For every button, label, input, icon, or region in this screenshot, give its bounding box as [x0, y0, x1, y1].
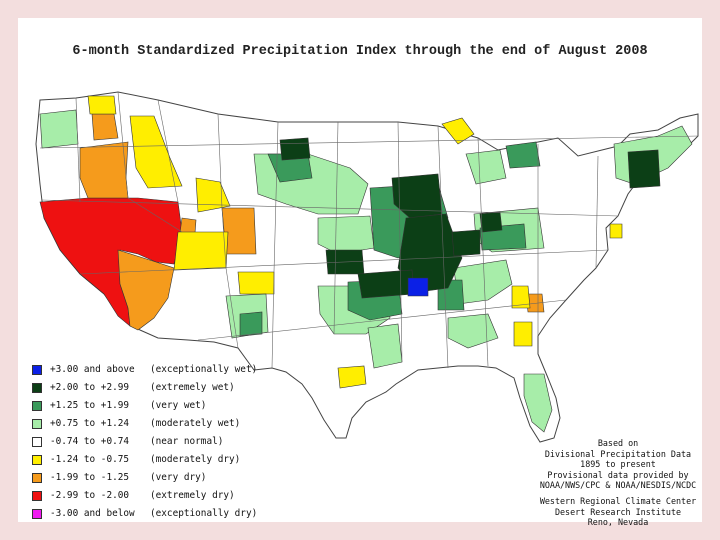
region-michigan-moderately-dry — [441, 117, 475, 145]
legend-range: -0.74 to +0.74 — [50, 436, 130, 447]
legend-range: +2.00 to +2.99 — [50, 382, 130, 393]
credits-line: Desert Research Institute — [554, 506, 682, 517]
legend-swatch — [32, 419, 42, 429]
legend-range: -3.00 and below — [50, 508, 135, 519]
legend-range: +3.00 and above — [50, 364, 135, 375]
legend-label: (extremely dry) — [150, 490, 235, 501]
credits-line: NOAA/NWS/CPC & NOAA/NESDIS/NCDC — [539, 480, 697, 491]
legend-label: (near normal) — [150, 436, 224, 447]
region-vermont-extremely-wet — [627, 149, 661, 189]
region-florida-moderately-dry — [513, 321, 533, 347]
legend-swatch — [32, 473, 42, 483]
region-texas-moderately-dry — [337, 365, 367, 389]
region-montana-moderately-dry — [195, 177, 231, 213]
region-florida-moderately-wet — [523, 373, 553, 433]
region-ohio-extremely-wet — [479, 211, 503, 233]
credits-line: Based on — [597, 438, 639, 448]
credits-line: 1895 to present — [580, 459, 656, 470]
region-oregon-very-dry — [79, 141, 129, 199]
legend-swatch — [32, 455, 42, 465]
legend-swatch — [32, 383, 42, 393]
legend-swatch — [32, 491, 42, 501]
legend-range: +1.25 to +1.99 — [50, 400, 130, 411]
region-arizona-moderately-dry — [237, 271, 275, 295]
region-alabama-moderately-dry — [511, 285, 531, 309]
map-title: 6-month Standardized Precipitation Index… — [72, 44, 648, 59]
credits-line: Western Regional Climate Center — [539, 495, 697, 506]
region-east-texas-moderately-wet — [367, 323, 403, 369]
region-pennsylvania-very-wet — [505, 141, 541, 169]
region-gulf-coast-moderately-wet — [447, 313, 499, 349]
region-virginia-moderately-dry — [609, 223, 623, 239]
legend-label: (very wet) — [150, 400, 207, 411]
legend-label: (extremely wet) — [150, 382, 235, 393]
figure-frame: 6-month Standardized Precipitation Index… — [18, 18, 702, 527]
legend-swatch — [32, 509, 42, 519]
region-central-plains-moderately-wet — [317, 215, 375, 255]
legend-range: -2.99 to -2.00 — [50, 490, 130, 501]
legend-label: (exceptionally dry) — [150, 508, 258, 519]
region-washington-moderately-dry — [87, 95, 117, 115]
credits-line: Divisional Precipitation Data — [544, 448, 692, 459]
region-idaho-moderately-dry — [129, 115, 183, 189]
credits-line: Reno, Nevada — [587, 517, 649, 528]
credits-line: Provisional data provided by — [547, 469, 689, 480]
legend-swatch — [32, 401, 42, 411]
region-kansas-extremely-wet — [357, 269, 415, 299]
legend-swatch — [32, 365, 42, 375]
region-missouri-extremely-wet — [397, 213, 463, 293]
legend-label: (moderately wet) — [150, 418, 241, 429]
region-indiana-extremely-wet — [451, 229, 481, 257]
region-arkansas-exceptionally-wet — [407, 277, 429, 297]
legend-range: +0.75 to +1.24 — [50, 418, 130, 429]
legend-swatch — [32, 437, 42, 447]
region-great-lakes-moderately-wet — [465, 149, 507, 185]
region-northwest-moderately-wet — [39, 109, 79, 149]
region-washington-very-dry — [91, 113, 119, 141]
region-southern-california-very-dry — [117, 249, 175, 331]
legend-label: (moderately dry) — [150, 454, 241, 465]
legend-range: -1.99 to -1.25 — [50, 472, 130, 483]
spi-map — [35, 91, 699, 443]
region-new-mexico-very-wet — [239, 311, 263, 337]
state-borders — [39, 91, 699, 369]
legend-label: (very dry) — [150, 472, 207, 483]
legend-label: (exceptionally wet) — [150, 364, 258, 375]
legend-range: -1.24 to -0.75 — [50, 454, 130, 465]
data-credits: Based on Divisional Precipitation Data 1… — [533, 438, 703, 528]
region-montana-extremely-wet — [279, 137, 311, 161]
region-nevada-moderately-dry — [173, 231, 229, 271]
